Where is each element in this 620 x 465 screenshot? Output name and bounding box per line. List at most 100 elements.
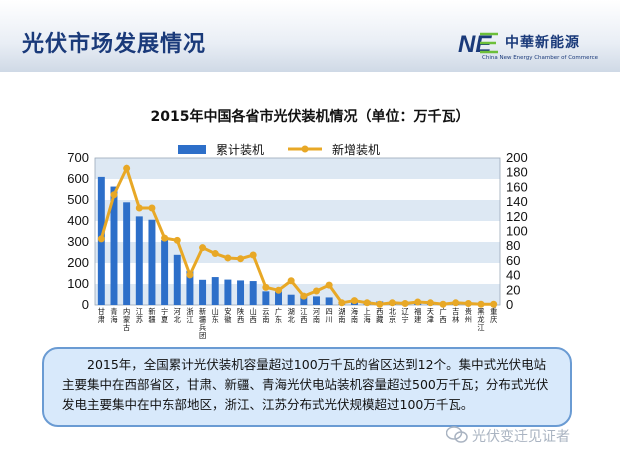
line-point: [363, 299, 371, 307]
y-right-tick-label: 100: [506, 224, 528, 239]
bar-cumulative: [237, 280, 245, 305]
bar-cumulative: [211, 277, 219, 305]
y-right-tick-label: 60: [506, 253, 520, 268]
line-point: [173, 236, 181, 244]
x-tick-label: 内蒙古: [123, 307, 130, 332]
y-right-tick-label: 200: [506, 150, 528, 165]
logo-name-cn: 中華新能源: [505, 35, 580, 51]
line-point: [161, 234, 169, 242]
y-right-tick-label: 160: [506, 179, 528, 194]
line-point: [186, 271, 194, 279]
bar-cumulative: [313, 296, 320, 305]
x-tick-label: 山东: [212, 307, 219, 324]
x-tick-label: 浙江: [186, 307, 193, 324]
y-left-tick-label: 200: [67, 255, 89, 270]
x-tick-label: 新疆兵团: [199, 307, 206, 340]
x-tick-label: 天津: [427, 307, 434, 324]
logo-mark-icon: NE: [458, 31, 498, 56]
line-point: [97, 235, 105, 243]
line-point: [490, 300, 498, 308]
bar-cumulative: [287, 294, 295, 305]
legend-swatch-bar: [178, 145, 206, 154]
y-left-tick-label: 500: [67, 192, 89, 207]
line-point: [287, 277, 295, 285]
line-point: [338, 299, 346, 307]
y-left-tick-label: 600: [67, 171, 89, 186]
y-right-tick-label: 20: [506, 282, 520, 297]
x-tick-label: 广西: [439, 307, 446, 324]
wechat-icon: [446, 426, 468, 443]
line-point: [477, 300, 485, 308]
line-point: [452, 299, 460, 307]
bar-cumulative: [275, 291, 282, 305]
x-tick-label: 广东: [275, 307, 282, 324]
line-point: [211, 250, 219, 258]
x-tick-label: 河南: [313, 307, 320, 324]
x-tick-label: 四川: [326, 307, 333, 324]
line-point: [224, 254, 232, 262]
line-point: [464, 300, 472, 308]
grid-band: [95, 158, 500, 179]
y-left-tick-label: 100: [67, 276, 89, 291]
x-tick-label: 江苏: [136, 307, 143, 324]
x-tick-label: 陕西: [237, 307, 244, 324]
summary-note-text: 2015年，全国累计光伏装机容量超过100万千瓦的省区达到12个。集中式光伏电站…: [62, 357, 549, 412]
x-tick-label: 重庆: [490, 307, 497, 324]
x-tick-label: 新疆: [148, 307, 155, 324]
y-right-tick-label: 180: [506, 165, 528, 180]
x-tick-label: 黑龙江: [477, 307, 484, 332]
bar-cumulative: [173, 254, 181, 305]
grid-band: [95, 284, 500, 305]
plot-frame: [94, 157, 501, 306]
x-tick-label: 贵州: [465, 307, 472, 324]
line-point: [262, 283, 270, 291]
legend-label-line: 新增装机: [332, 142, 380, 157]
line-point: [401, 300, 409, 308]
line-point: [275, 286, 283, 294]
line-point: [350, 297, 358, 305]
bar-cumulative: [224, 279, 232, 305]
chart: 0100200300400500600700020406080100120140…: [67, 142, 528, 340]
x-tick-label: 福建: [414, 307, 421, 324]
x-tick-label: 河北: [174, 307, 181, 324]
x-tick-label: 云南: [262, 307, 269, 324]
line-point: [237, 255, 245, 263]
x-tick-label: 安徽: [224, 307, 232, 324]
x-tick-label: 北京: [389, 307, 396, 324]
line-point: [123, 164, 131, 172]
line-new-installs: [99, 164, 494, 306]
line-point: [439, 300, 447, 308]
slide-title: 光伏市场发展情况: [22, 32, 207, 57]
y-left-tick-label: 0: [82, 297, 89, 312]
line-point: [199, 244, 207, 252]
line-point: [426, 299, 434, 307]
line-point: [110, 191, 118, 199]
x-tick-label: 江西: [300, 307, 307, 324]
bar-cumulative: [110, 186, 118, 305]
logo-name-en: China New Energy Chamber of Commerce: [482, 55, 599, 61]
x-tick-label: 辽宁: [401, 307, 408, 324]
line-point: [135, 204, 143, 212]
line-point: [388, 299, 396, 307]
y-left-tick-label: 300: [67, 234, 89, 249]
bar-cumulative: [325, 297, 333, 305]
bar-cumulative: [161, 240, 169, 305]
line-point: [376, 300, 384, 308]
summary-note: 2015年，全国累计光伏装机容量超过100万千瓦的省区达到12个。集中式光伏电站…: [42, 347, 572, 427]
grid-band: [95, 242, 500, 263]
x-tick-label: 西藏: [376, 307, 383, 324]
x-tick-label: 山西: [250, 307, 257, 324]
line-point: [312, 287, 320, 295]
bar-cumulative: [148, 219, 156, 305]
y-right-tick-label: 40: [506, 268, 520, 283]
bar-cumulative: [123, 202, 131, 305]
line-point: [414, 298, 422, 306]
y-left-tick-label: 700: [67, 150, 89, 165]
line-point: [300, 292, 308, 300]
line-point: [325, 281, 333, 289]
x-tick-label: 吉林: [452, 307, 459, 324]
x-tick-label: 宁夏: [161, 307, 168, 324]
y-right-tick-label: 80: [506, 238, 520, 253]
y-left-tick-label: 400: [67, 213, 89, 228]
line-point: [148, 204, 156, 212]
